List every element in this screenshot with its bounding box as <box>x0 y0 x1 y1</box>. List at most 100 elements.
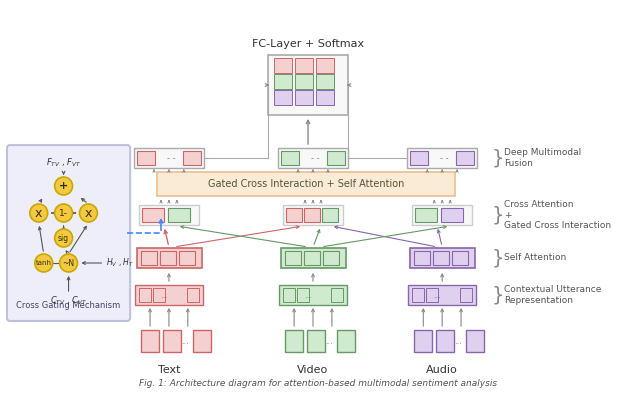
Bar <box>327 151 345 165</box>
Bar <box>322 208 338 222</box>
Bar <box>408 148 477 168</box>
Text: }: } <box>492 286 504 305</box>
Bar <box>410 248 475 268</box>
Text: Fig. 1: Architecture diagram for attention-based multimodal sentiment analysis: Fig. 1: Architecture diagram for attenti… <box>139 379 497 388</box>
Text: ...: ... <box>160 290 168 299</box>
FancyBboxPatch shape <box>7 145 130 321</box>
Bar <box>295 90 313 105</box>
Bar <box>135 285 203 305</box>
Text: $F_{TV}$ , $F_{VT}$: $F_{TV}$ , $F_{VT}$ <box>46 157 81 169</box>
Text: - -: - - <box>310 154 319 162</box>
Bar <box>275 58 292 73</box>
Circle shape <box>79 204 97 222</box>
Bar <box>142 208 164 222</box>
Bar <box>323 251 339 265</box>
Bar <box>141 330 159 352</box>
Bar <box>268 55 348 115</box>
Text: Text: Text <box>157 365 180 375</box>
Bar <box>137 151 155 165</box>
Bar <box>452 251 468 265</box>
Text: - -: - - <box>440 154 449 162</box>
Bar <box>283 205 343 225</box>
Text: $H_V$ , $H_T$: $H_V$ , $H_T$ <box>106 257 134 269</box>
Bar <box>436 330 454 352</box>
Bar <box>285 330 303 352</box>
Text: }: } <box>492 149 504 167</box>
Bar <box>283 288 295 302</box>
Text: Video: Video <box>298 365 328 375</box>
Bar <box>304 208 320 222</box>
Text: Cross Gating Mechanism: Cross Gating Mechanism <box>17 301 121 310</box>
Text: ~N: ~N <box>63 258 75 267</box>
Text: ...: ... <box>325 337 333 346</box>
Circle shape <box>30 204 48 222</box>
Circle shape <box>54 204 72 222</box>
Bar <box>441 208 463 222</box>
Bar <box>304 251 320 265</box>
Bar <box>183 151 201 165</box>
Text: sig: sig <box>58 233 69 243</box>
Bar <box>297 288 309 302</box>
Text: FC-Layer + Softmax: FC-Layer + Softmax <box>252 39 364 49</box>
Bar <box>275 74 292 89</box>
Bar <box>160 251 176 265</box>
Bar <box>414 330 432 352</box>
Bar <box>285 251 301 265</box>
Bar <box>460 288 472 302</box>
Circle shape <box>54 229 72 247</box>
Text: x: x <box>84 207 92 220</box>
Text: ...: ... <box>304 290 312 299</box>
Bar <box>278 148 348 168</box>
Bar <box>412 205 472 225</box>
Text: Deep Multimodal
Fusion: Deep Multimodal Fusion <box>504 148 581 168</box>
Bar <box>408 285 476 305</box>
Bar <box>279 285 347 305</box>
Bar <box>307 330 325 352</box>
Text: Audio: Audio <box>426 365 458 375</box>
Bar <box>466 330 484 352</box>
Bar <box>139 205 199 225</box>
Bar <box>275 90 292 105</box>
Bar <box>153 288 165 302</box>
Text: $C_{TV}$ , $C_{VT}$: $C_{TV}$ , $C_{VT}$ <box>50 295 87 307</box>
Text: }: } <box>492 205 504 224</box>
Bar <box>433 251 449 265</box>
Bar <box>412 288 424 302</box>
Text: 1-: 1- <box>59 209 68 218</box>
Text: x: x <box>35 207 42 220</box>
Bar <box>137 248 202 268</box>
Text: +: + <box>59 181 68 191</box>
Bar <box>168 208 190 222</box>
Bar <box>281 151 299 165</box>
Bar <box>414 251 430 265</box>
Text: Contextual Utterance
Representation: Contextual Utterance Representation <box>504 285 601 305</box>
Bar <box>179 251 195 265</box>
Bar <box>295 74 313 89</box>
Bar <box>163 330 181 352</box>
Circle shape <box>54 177 72 195</box>
Bar <box>410 151 428 165</box>
Text: Gated Cross Interaction + Self Attention: Gated Cross Interaction + Self Attention <box>208 179 404 189</box>
Text: ...: ... <box>454 337 462 346</box>
Bar <box>426 288 438 302</box>
Bar <box>187 288 199 302</box>
Bar <box>141 251 157 265</box>
Bar <box>157 172 455 196</box>
Bar <box>281 248 346 268</box>
Bar <box>139 288 151 302</box>
Bar <box>331 288 343 302</box>
Bar <box>316 58 334 73</box>
Bar <box>193 330 211 352</box>
Text: Self Attention: Self Attention <box>504 254 566 263</box>
Circle shape <box>60 254 77 272</box>
Bar <box>337 330 355 352</box>
Bar <box>415 208 437 222</box>
Bar <box>316 74 334 89</box>
Bar <box>456 151 474 165</box>
Circle shape <box>35 254 52 272</box>
Bar <box>295 58 313 73</box>
Bar <box>134 148 204 168</box>
Text: tanh: tanh <box>36 260 52 266</box>
Bar <box>316 90 334 105</box>
Text: ...: ... <box>181 337 189 346</box>
